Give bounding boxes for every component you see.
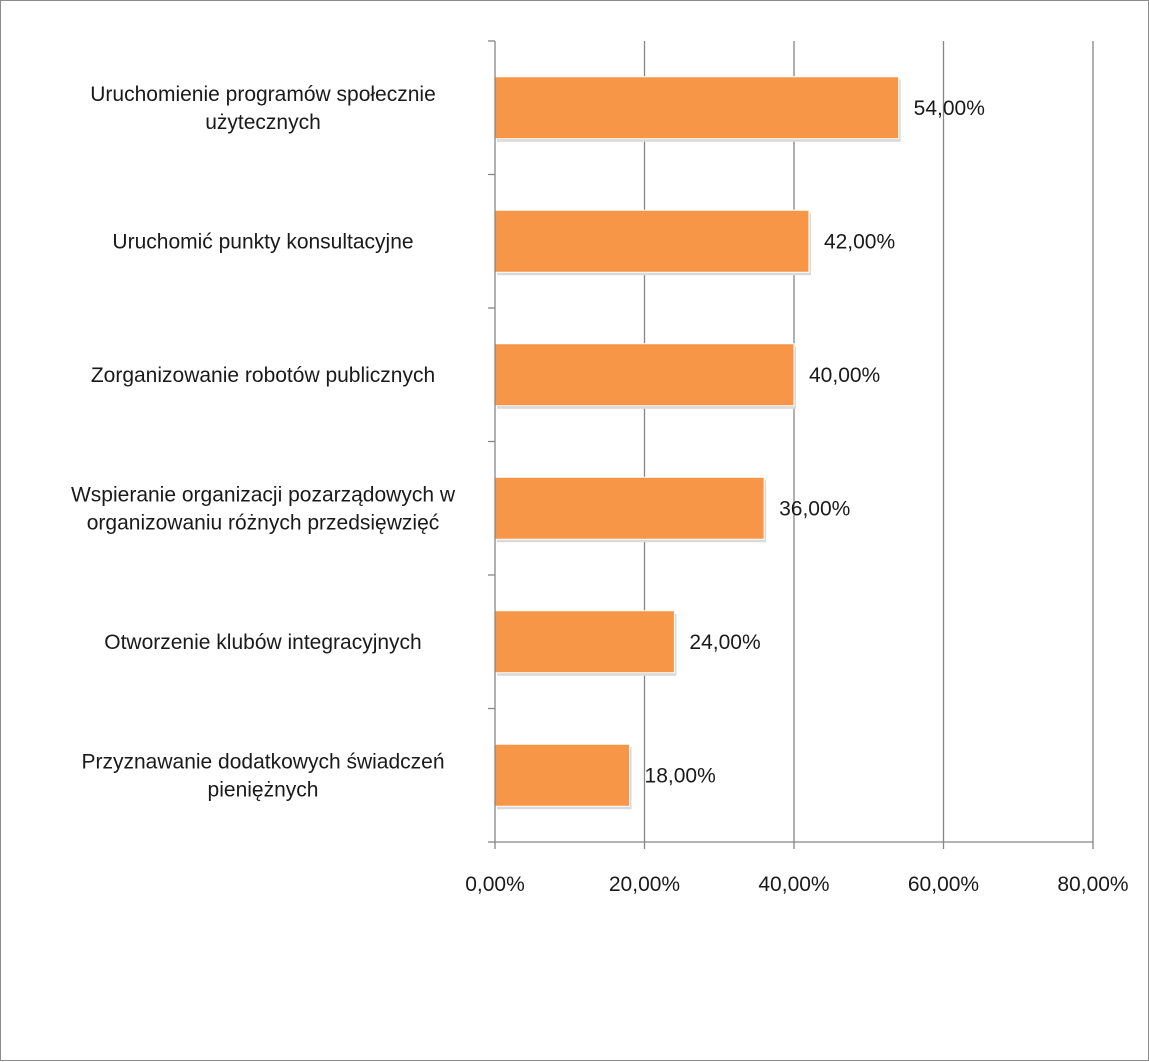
bars: [494, 76, 901, 810]
category-label-line: Przyznawanie dodatkowych świadczeń: [81, 750, 444, 773]
bar: [494, 610, 675, 674]
x-tick-label: 40,00%: [758, 873, 829, 896]
x-tick-label: 0,00%: [465, 873, 525, 896]
category-label-line: Wspieranie organizacji pozarządowych w: [71, 483, 456, 506]
category-label-line: Uruchomienie programów społecznie: [90, 83, 436, 106]
x-tick-label: 20,00%: [609, 873, 680, 896]
category-label: Otworzenie klubów integracyjnych: [104, 631, 421, 654]
x-axis-tick-labels: 0,00% 20,00% 40,00% 60,00% 80,00%: [465, 873, 1128, 896]
data-label: 42,00%: [824, 230, 895, 253]
category-label-line: organizowaniu różnych przedsięwzięć: [87, 511, 440, 534]
category-label: Uruchomienie programów społecznie użytecz…: [90, 83, 436, 134]
category-label-line: Uruchomić punkty konsultacyjne: [112, 230, 413, 253]
category-label: Zorganizowanie robotów publicznych: [91, 364, 435, 387]
category-label-line: Zorganizowanie robotów publicznych: [91, 364, 435, 387]
bar: [494, 209, 810, 273]
category-axis: [488, 40, 1093, 843]
category-label-line: pieniężnych: [208, 778, 319, 801]
data-labels: 54,00% 42,00% 40,00% 36,00% 24,00% 18,00%: [645, 97, 985, 788]
data-label: 36,00%: [779, 497, 850, 520]
category-labels: Uruchomienie programów społecznie użytecz…: [71, 83, 456, 802]
bar: [494, 76, 900, 140]
bar: [494, 743, 631, 807]
gridlines: [494, 41, 1094, 849]
bar: [494, 343, 795, 407]
data-label: 40,00%: [809, 364, 880, 387]
category-label: Wspieranie organizacji pozarządowych w or…: [71, 483, 456, 534]
data-label: 54,00%: [914, 97, 985, 120]
category-label: Uruchomić punkty konsultacyjne: [112, 230, 413, 253]
bar: [494, 476, 765, 540]
x-tick-label: 60,00%: [908, 873, 979, 896]
data-label: 24,00%: [689, 631, 760, 654]
category-label: Przyznawanie dodatkowych świadczeń pienię…: [81, 750, 444, 801]
x-tick-label: 80,00%: [1057, 873, 1128, 896]
data-label: 18,00%: [645, 764, 716, 787]
category-label-line: Otworzenie klubów integracyjnych: [104, 631, 421, 654]
category-label-line: użytecznych: [205, 111, 321, 134]
